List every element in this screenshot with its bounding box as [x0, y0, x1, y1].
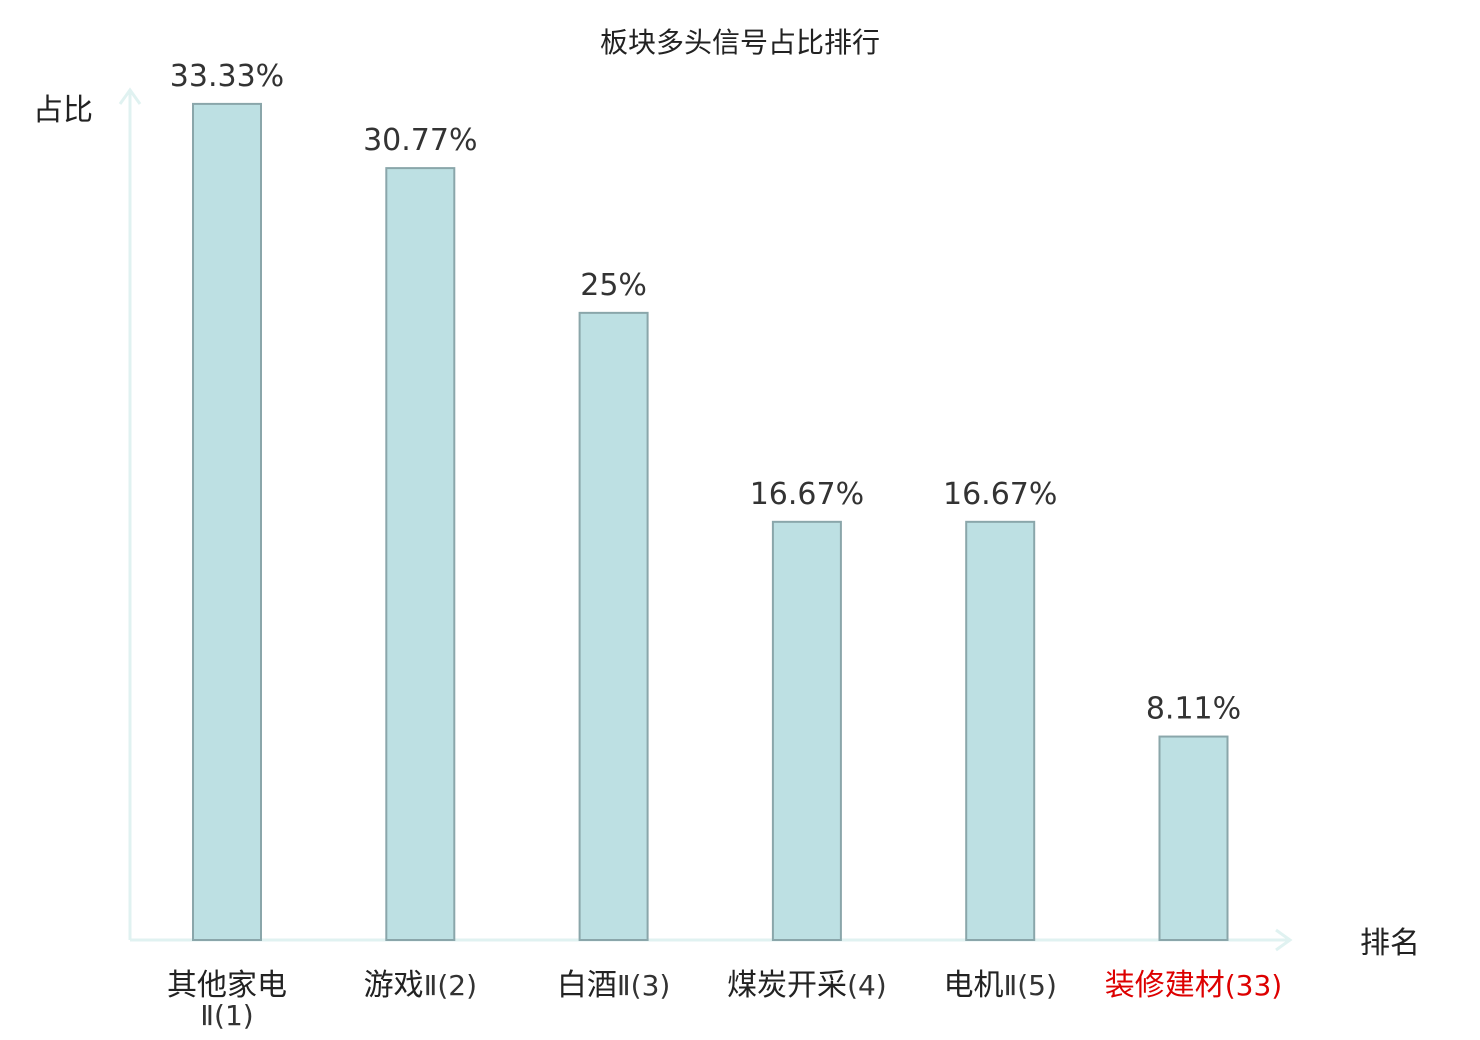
bar-2: [578, 311, 649, 942]
bar-4: [965, 520, 1036, 942]
axes: [118, 87, 1293, 952]
y-axis-arrow: [118, 87, 142, 105]
value-label-3: 16.67%: [750, 477, 864, 512]
category-label-5: 装修建材(33): [1105, 968, 1282, 1003]
value-label-2: 25%: [580, 268, 647, 303]
bar-3: [771, 520, 842, 942]
bar-0: [192, 102, 262, 942]
category-label-4: 电机Ⅱ(5): [943, 968, 1056, 1003]
y-axis-label: 占比: [33, 93, 93, 128]
bar-1: [385, 167, 456, 942]
value-label-5: 8.11%: [1146, 692, 1241, 727]
value-label-1: 30.77%: [363, 123, 477, 158]
x-axis-label: 排名: [1360, 926, 1420, 961]
category-label-1: 游戏Ⅱ(2): [364, 968, 477, 1003]
value-label-0: 33.33%: [170, 59, 284, 94]
category-label-3: 煤炭开采(4): [727, 968, 887, 1003]
value-label-4: 16.67%: [943, 477, 1057, 512]
category-label-2: 白酒Ⅱ(3): [557, 968, 670, 1003]
category-label-0: 其他家电: [167, 968, 287, 1003]
category-label-0-line2: Ⅱ(1): [200, 999, 253, 1032]
chart-title: 板块多头信号占比排行: [600, 26, 880, 59]
bars-group: [192, 102, 1229, 942]
bar-5: [1158, 735, 1229, 942]
value-labels-group: 33.33% 30.77% 25% 16.67% 16.67% 8.11%: [170, 59, 1241, 727]
x-axis-arrow: [1275, 928, 1293, 952]
